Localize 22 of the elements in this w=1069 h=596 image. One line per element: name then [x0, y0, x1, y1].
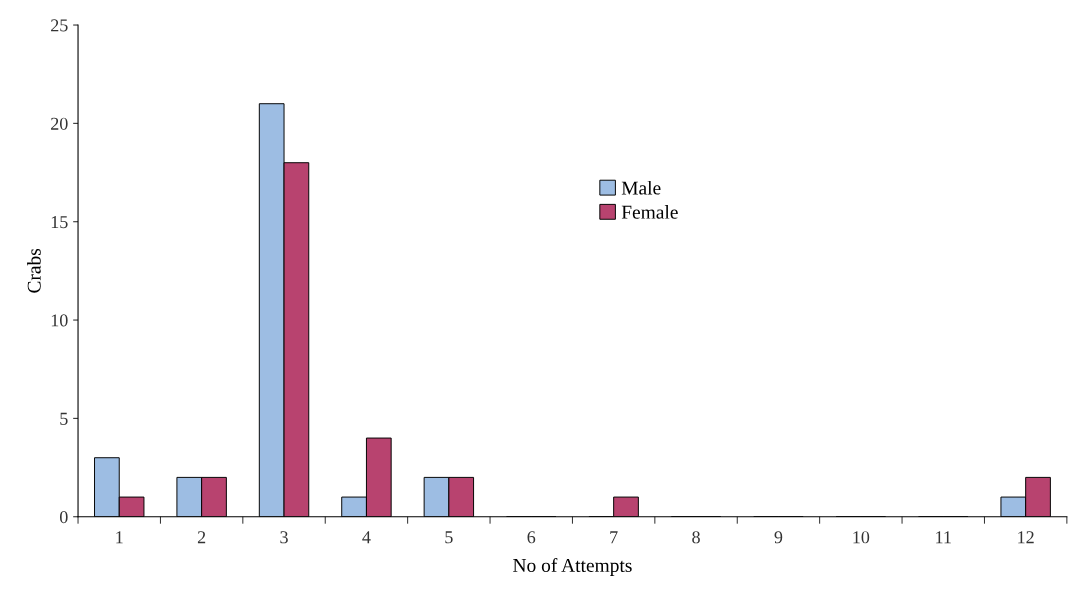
x-tick-label: 4 — [362, 531, 371, 544]
x-tick-label: 9 — [774, 531, 783, 544]
y-tick-label: 20 — [51, 117, 68, 130]
x-tick-label: 3 — [280, 531, 288, 544]
y-axis-title: Crabs — [27, 248, 41, 293]
x-tick-label: 12 — [1018, 531, 1034, 544]
y-tick-label: 5 — [60, 412, 68, 425]
legend-label: Male — [621, 180, 661, 195]
y-tick-label: 0 — [59, 510, 68, 524]
x-tick-label: 5 — [445, 531, 453, 544]
x-tick-label: 8 — [692, 531, 700, 544]
x-tick-label: 2 — [197, 531, 206, 544]
x-axis-title: No of Attempts — [513, 558, 632, 576]
x-tick-label: 7 — [610, 531, 618, 544]
x-tick-label: 1 — [116, 531, 123, 544]
y-tick-label: 15 — [51, 216, 68, 229]
x-tick-label: 6 — [527, 531, 536, 544]
y-tick-label: 25 — [51, 19, 68, 32]
legend-label: Female — [621, 205, 678, 219]
y-tick-label: 10 — [51, 314, 68, 327]
x-tick-label: 10 — [853, 531, 870, 544]
x-tick-label: 11 — [936, 531, 951, 544]
